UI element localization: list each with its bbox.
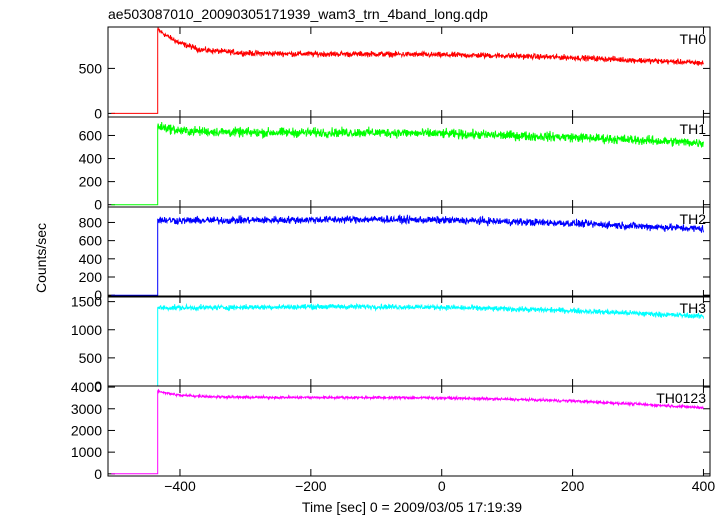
- y-tick-label: 0: [94, 287, 102, 303]
- y-tick-label: 200: [79, 174, 103, 190]
- y-tick-label: 0: [94, 197, 102, 213]
- panel-label-th3: TH3: [680, 300, 707, 316]
- light-curve-th1: [111, 121, 704, 206]
- y-tick-label: 500: [79, 350, 103, 366]
- y-tick-label: 1000: [71, 444, 102, 460]
- panel-frame: [107, 385, 711, 477]
- y-tick-label: 3000: [71, 401, 102, 417]
- panel-frame: [107, 206, 711, 298]
- x-tick-label: −400: [164, 478, 196, 494]
- panel-label-th1: TH1: [680, 121, 707, 137]
- y-tick-label: 1500: [71, 294, 102, 310]
- light-curve-th0123: [111, 388, 704, 475]
- panel-label-th0123: TH0123: [656, 390, 706, 406]
- x-tick-label: 400: [692, 478, 716, 494]
- y-tick-label: 500: [79, 60, 103, 76]
- panel-label-th2: TH2: [680, 211, 707, 227]
- y-tick-label: 600: [79, 233, 103, 249]
- light-curve-th3: [111, 302, 704, 387]
- y-tick-label: 0: [94, 105, 102, 121]
- y-tick-label: 400: [79, 251, 103, 267]
- panel-th3: 0 500 1000 1500 TH3: [71, 294, 711, 394]
- panel-th0123: 0 1000 2000 3000 4000 TH0123: [71, 379, 711, 482]
- chart-title: ae503087010_20090305171939_wam3_trn_4ban…: [108, 6, 488, 22]
- x-tick-label: 0: [438, 478, 446, 494]
- light-curve-th0: [111, 27, 704, 114]
- panel-label-th0: TH0: [680, 31, 707, 47]
- panel-stack: 0 500 TH0 0 200 400 600 TH1 0 200 400 600 800 TH2 0 500…: [71, 26, 711, 482]
- y-tick-label: 2000: [71, 422, 102, 438]
- y-axis-label: Counts/sec: [33, 223, 49, 293]
- x-tick-label: 200: [561, 478, 585, 494]
- x-axis-label: Time [sec] 0 = 2009/03/05 17:19:39: [302, 499, 522, 515]
- y-tick-label: 800: [79, 214, 103, 230]
- y-tick-label: 4000: [71, 379, 102, 395]
- light-curve-th2: [111, 214, 704, 296]
- x-tick-label: −200: [295, 478, 327, 494]
- y-tick-label: 0: [94, 378, 102, 394]
- y-tick-label: 200: [79, 269, 103, 285]
- panel-th2: 0 200 400 600 800 TH2: [79, 206, 711, 303]
- y-tick-label: 600: [79, 127, 103, 143]
- y-tick-label: 1000: [71, 322, 102, 338]
- y-tick-label: 400: [79, 151, 103, 167]
- x-axis: −400 −200 0 200 400: [164, 478, 715, 494]
- y-tick-label: 0: [94, 466, 102, 482]
